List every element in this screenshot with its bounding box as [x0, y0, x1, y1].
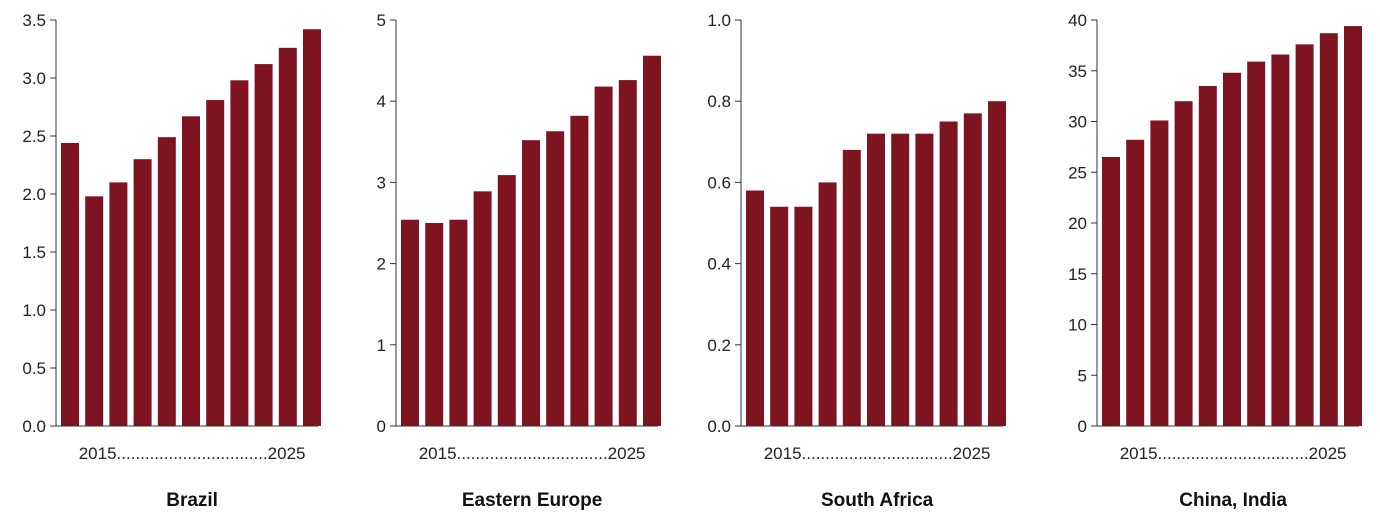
y-tick-label: 0.6 [707, 173, 731, 192]
bar-2025 [988, 101, 1006, 426]
y-tick-label: 1.5 [22, 243, 46, 262]
y-tick-label: 3 [377, 173, 386, 192]
bar-2017 [449, 219, 468, 426]
bar-2015 [401, 219, 419, 426]
bar-2021 [546, 131, 565, 426]
bar-2024 [963, 113, 982, 426]
bar-2016 [425, 223, 444, 426]
bar-2024 [618, 80, 637, 426]
bar-2023 [594, 86, 613, 427]
y-tick-label: 5 [1078, 366, 1087, 385]
bar-2020 [867, 133, 885, 426]
x-axis-range-label: 2015................................2025 [79, 444, 306, 463]
bar-2020 [1223, 72, 1241, 426]
bar-2018 [133, 159, 152, 426]
bar-2023 [254, 64, 273, 426]
bar-2022 [1271, 54, 1290, 426]
panel-title: Eastern Europe [462, 490, 602, 511]
y-tick-label: 25 [1068, 163, 1087, 182]
x-axis-range-label: 2015................................2025 [419, 444, 646, 463]
y-tick-label: 1 [377, 336, 386, 355]
bar-2022 [915, 133, 934, 426]
y-tick-label: 30 [1068, 113, 1087, 132]
bar-2016 [85, 196, 104, 426]
bar-2018 [473, 191, 492, 426]
bar-2022 [230, 80, 249, 426]
chart-panel-3: 0.0 0.2 0.4 0.6 0.8 1.0 2015..................… [707, 11, 1006, 511]
bar-2025 [1344, 26, 1362, 427]
y-tick-label: 20 [1068, 214, 1087, 233]
bar-2023 [939, 121, 958, 426]
y-tick-label: 0.8 [707, 92, 731, 111]
bar-2017 [109, 182, 128, 426]
y-tick-label: 3.5 [22, 11, 46, 30]
bar-2018 [1174, 101, 1193, 426]
y-tick-label: 2.0 [22, 185, 46, 204]
bar-2022 [570, 115, 589, 426]
bar-2015 [61, 142, 79, 426]
x-axis-range-label: 2015................................2025 [1120, 444, 1347, 463]
y-tick-label: 0 [1078, 417, 1087, 436]
bar-2017 [1150, 120, 1169, 427]
bar-2018 [818, 182, 837, 426]
bar-2019 [842, 149, 861, 427]
y-tick-label: 2 [377, 255, 386, 274]
y-tick-label: 35 [1068, 62, 1087, 81]
bar-2015 [746, 190, 764, 426]
y-tick-label: 2.5 [22, 127, 46, 146]
panel-title: South Africa [821, 490, 934, 511]
bar-2016 [770, 206, 789, 426]
panel-title: Brazil [166, 490, 218, 511]
y-tick-label: 3.0 [22, 69, 46, 88]
x-axis-range-label: 2015................................2025 [764, 444, 991, 463]
y-tick-label: 0.0 [707, 417, 731, 436]
bar-2020 [182, 116, 200, 426]
chart-panel-2: 0 1 2 3 4 5 2015..............................… [377, 11, 661, 511]
y-tick-label: 15 [1068, 265, 1087, 284]
bar-2025 [643, 55, 661, 427]
bar-2025 [303, 29, 321, 427]
y-tick-label: 1.0 [707, 11, 731, 30]
panel-title: China, India [1179, 490, 1287, 511]
bar-2024 [278, 47, 297, 427]
bar-2021 [206, 100, 225, 426]
bar-2015 [1102, 157, 1120, 426]
y-tick-label: 10 [1068, 316, 1087, 335]
chart-panel-4: 0 5 10 15 20 25 30 35 40 2015....................… [1068, 11, 1362, 511]
y-tick-label: 4 [377, 92, 386, 111]
y-tick-label: 0.4 [707, 255, 731, 274]
bar-2023 [1295, 44, 1314, 427]
bar-2016 [1126, 139, 1145, 426]
y-tick-label: 0.0 [22, 417, 46, 436]
bar-2020 [522, 140, 540, 426]
bar-2017 [794, 206, 813, 426]
y-tick-label: 40 [1068, 11, 1087, 30]
bar-2021 [891, 133, 910, 426]
y-tick-label: 0 [377, 417, 386, 436]
bar-2021 [1247, 61, 1266, 427]
bar-2019 [497, 175, 516, 426]
bar-2024 [1319, 33, 1338, 426]
bar-2019 [157, 137, 176, 426]
y-tick-label: 1.0 [22, 301, 46, 320]
chart-panel-1: 0.0 0.5 1.0 1.5 2.0 2.5 3.0 3.5 2015............… [22, 11, 321, 511]
y-tick-label: 0.2 [707, 336, 731, 355]
y-tick-label: 0.5 [22, 359, 46, 378]
y-tick-label: 5 [377, 11, 386, 30]
bar-2019 [1198, 85, 1217, 426]
